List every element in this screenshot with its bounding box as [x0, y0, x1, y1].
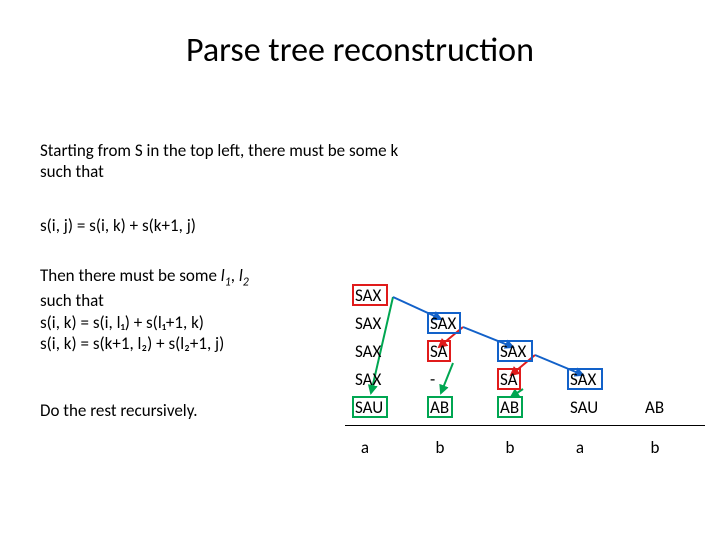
highlight-box	[427, 312, 461, 334]
para2-eq1: s(i, k) = s(i, l₁) + s(l₁+1, k)	[40, 312, 204, 333]
highlight-box	[497, 340, 533, 362]
terminal-cell: a	[355, 437, 375, 458]
highlight-box	[352, 284, 388, 306]
table-divider	[345, 425, 705, 426]
table-cell: SAX	[355, 341, 381, 362]
terminal-cell: b	[430, 437, 450, 458]
recursive-text: Do the rest recursively.	[40, 400, 310, 421]
table-cell: SAX	[355, 369, 381, 390]
highlight-box	[427, 340, 451, 362]
para2-line2: such that	[40, 290, 104, 311]
highlight-box	[497, 396, 523, 418]
arrows-overlay	[345, 285, 705, 495]
para2-sub2: 2	[243, 275, 249, 289]
table-cell: SAU	[570, 397, 598, 418]
para2-line1: Then there must be some	[40, 265, 221, 286]
highlight-box	[497, 368, 521, 390]
para2-mid: ,	[231, 265, 239, 286]
intro-text: Starting from S in the top left, there m…	[40, 140, 400, 183]
equation-1: s(i, j) = s(i, k) + s(k+1, j)	[40, 215, 400, 236]
table-cell: SAX	[355, 313, 381, 334]
slide-title: Parse tree reconstruction	[0, 30, 720, 71]
arrow	[441, 363, 453, 393]
parse-table: SAXSAXSAXSAXSASAXSAX-SASAXSAUABABSAUABab…	[345, 285, 705, 495]
para2-block: Then there must be some l1, l2 such that…	[40, 265, 310, 354]
table-cell: AB	[645, 397, 664, 418]
highlight-box	[427, 396, 453, 418]
para2-eq2: s(i, k) = s(k+1, l₂) + s(l₂+1, j)	[40, 333, 224, 354]
terminal-cell: a	[570, 437, 590, 458]
terminal-cell: b	[500, 437, 520, 458]
highlight-box	[567, 368, 603, 390]
table-cell: -	[430, 369, 435, 390]
highlight-box	[352, 396, 388, 418]
terminal-cell: b	[645, 437, 665, 458]
